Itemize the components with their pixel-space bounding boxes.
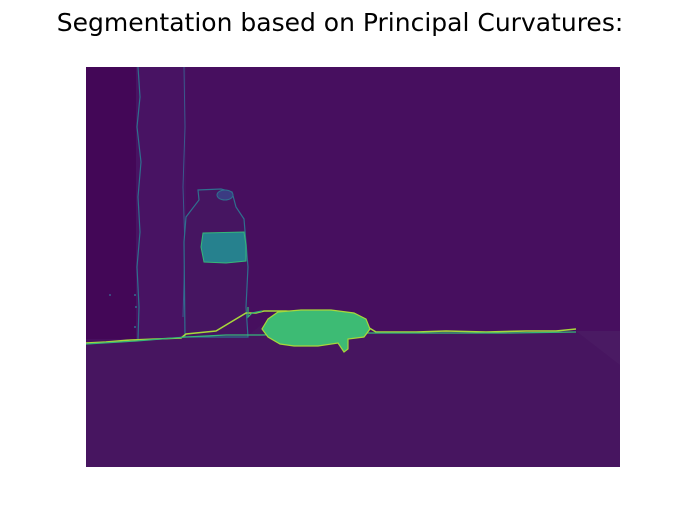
bottle-cap: [216, 189, 234, 201]
figure-title: Segmentation based on Principal Curvatur…: [56, 8, 624, 37]
segmentation-image: [86, 67, 620, 467]
left-dark-panel: [86, 67, 136, 339]
left-wall-strip: [136, 67, 186, 339]
speckle: [134, 294, 136, 296]
speckle: [135, 306, 137, 308]
floor-region: [86, 325, 620, 467]
bottle-label: [200, 231, 247, 264]
floor-boundary-line-2: [86, 331, 577, 345]
speckle: [109, 294, 111, 296]
bottle-floor-edge: [247, 307, 263, 319]
green-object: [261, 309, 371, 353]
speckle: [134, 326, 136, 328]
segmentation-map: [86, 67, 620, 467]
wall-strip-edge: [136, 67, 142, 340]
floor-right-shade: [576, 331, 620, 365]
